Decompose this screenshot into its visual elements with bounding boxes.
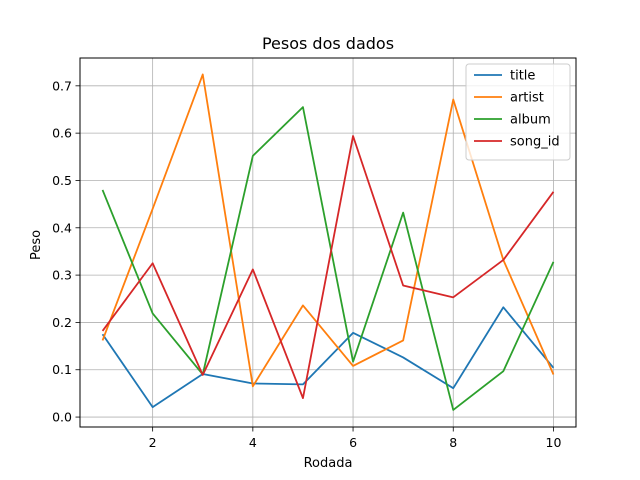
y-axis: 0.0 0.1 0.2 0.3 0.4 0.5 0.6 0.7 [52, 78, 80, 425]
legend: title artist album song_id [465, 63, 571, 161]
series-line-title [101, 306, 555, 409]
series-line-song-id [101, 135, 555, 400]
y-tick-label: 0.6 [52, 126, 72, 141]
y-tick-label: 0.7 [52, 78, 72, 93]
y-tick-label: 0.2 [52, 315, 72, 330]
x-tick-label: 8 [449, 435, 457, 450]
y-axis-label: Peso [29, 230, 44, 260]
x-tick-label: 10 [546, 435, 562, 450]
y-tick-label: 0.4 [52, 220, 72, 235]
chart-title: Pesos dos dados [262, 34, 394, 53]
legend-label: song_id [510, 135, 560, 150]
y-tick-label: 0.3 [52, 268, 72, 283]
y-tick-label: 0.1 [52, 362, 72, 377]
series-lines [101, 73, 555, 411]
x-tick-label: 4 [249, 435, 257, 450]
series-line-album [101, 106, 555, 411]
x-tick-label: 2 [149, 435, 157, 450]
legend-label: album [510, 113, 551, 128]
series-line-artist [101, 73, 555, 388]
x-tick-label: 6 [349, 435, 357, 450]
legend-label: artist [510, 91, 544, 106]
legend-box [465, 63, 571, 161]
y-tick-label: 0.5 [52, 173, 72, 188]
x-axis-label: Rodada [304, 456, 353, 471]
legend-label: title [510, 69, 535, 84]
x-axis: 2 4 6 8 10 [149, 427, 562, 450]
plot-area-frame [79, 57, 577, 428]
y-tick-label: 0.0 [52, 410, 72, 425]
